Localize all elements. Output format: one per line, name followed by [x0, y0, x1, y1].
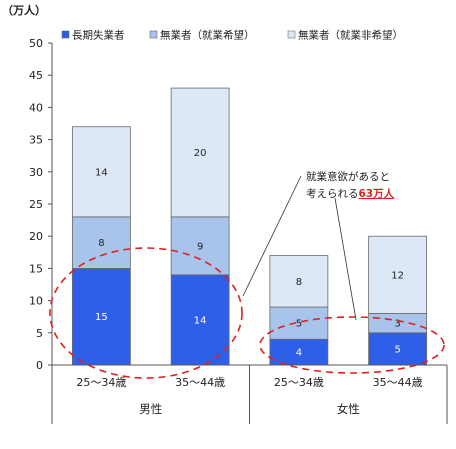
bar-segment-jobless-not-wanting-work [71, 126, 131, 218]
legend-label-long-term-unemployed: 長期失業者 [72, 29, 125, 42]
bar-segment-long-term-unemployed [269, 338, 329, 366]
legend-label-jobless-not-wanting-work: 無業者（就業非希望） [298, 29, 403, 42]
y-tick-label: 35 [29, 134, 43, 147]
callout-line-female [334, 197, 357, 321]
data-label-long-term-unemployed: 15 [95, 312, 108, 323]
annotation-line-2: 考えられる63万人 [306, 187, 395, 200]
data-label-jobless-wanting-work: 9 [197, 241, 203, 252]
bar-segment-jobless-not-wanting-work [170, 87, 230, 218]
bar-segment-long-term-unemployed [71, 267, 131, 366]
legend-swatch-jobless-not-wanting-work [287, 30, 296, 39]
bar-segment-long-term-unemployed [368, 332, 428, 366]
y-axis: 0 5 10 15 20 25 30 35 40 45 50 [29, 37, 53, 372]
x-tick-label: 25～34歳 [76, 376, 126, 389]
data-label-jobless-not-wanting-work: 8 [296, 277, 302, 288]
y-tick-label: 40 [29, 101, 43, 114]
y-tick-label: 45 [29, 69, 43, 82]
y-tick-label: 50 [29, 37, 43, 50]
x-group-label: 女性 [337, 402, 360, 416]
y-tick-label: 20 [29, 230, 43, 243]
x-tick-label: 35～44歳 [175, 376, 225, 389]
data-label-jobless-not-wanting-work: 20 [194, 148, 207, 159]
data-label-jobless-wanting-work: 8 [98, 238, 104, 249]
x-tick-label: 35～44歳 [373, 376, 423, 389]
y-tick-label: 30 [29, 166, 43, 179]
annotation-line-1: 就業意欲があると [306, 170, 390, 183]
bar-segment-jobless-not-wanting-work [368, 235, 428, 314]
y-tick-label: 10 [29, 295, 43, 308]
x-group-label: 男性 [139, 402, 162, 416]
y-tick-label: 15 [29, 262, 43, 275]
x-tick-label: 25～34歳 [274, 376, 324, 389]
data-label-long-term-unemployed: 5 [394, 344, 400, 355]
data-label-jobless-wanting-work: 3 [394, 319, 400, 330]
legend-swatch-long-term-unemployed [61, 30, 70, 39]
bar-segment-jobless-wanting-work [170, 216, 230, 276]
y-tick-label: 25 [29, 198, 43, 211]
bar-segment-jobless-wanting-work [269, 306, 329, 340]
legend: 長期失業者 無業者（就業希望） 無業者（就業非希望） [61, 29, 403, 42]
highlight-ellipse-female [259, 316, 445, 374]
legend-swatch-jobless-wanting-work [149, 30, 158, 39]
callout-line-male [242, 175, 302, 297]
annotation-highlight: 63万人 [359, 187, 395, 200]
data-label-long-term-unemployed: 14 [194, 315, 207, 326]
y-tick-label: 0 [36, 359, 43, 372]
bars: 15 8 14 14 9 20 4 5 8 5 3 12 [71, 87, 428, 366]
data-label-long-term-unemployed: 4 [296, 348, 302, 359]
data-label-jobless-wanting-work: 5 [296, 319, 302, 330]
annotation-prefix: 考えられる [306, 188, 359, 200]
y-tick-label: 5 [36, 327, 43, 340]
bar-segment-jobless-not-wanting-work [269, 255, 329, 308]
legend-label-jobless-wanting-work: 無業者（就業希望） [160, 29, 255, 42]
data-label-jobless-not-wanting-work: 14 [95, 167, 108, 178]
highlight-ellipse-male [49, 247, 243, 379]
annotation: 就業意欲があると 考えられる63万人 [49, 170, 445, 379]
unit-label: （万人） [2, 3, 46, 17]
data-label-jobless-not-wanting-work: 12 [391, 270, 404, 281]
